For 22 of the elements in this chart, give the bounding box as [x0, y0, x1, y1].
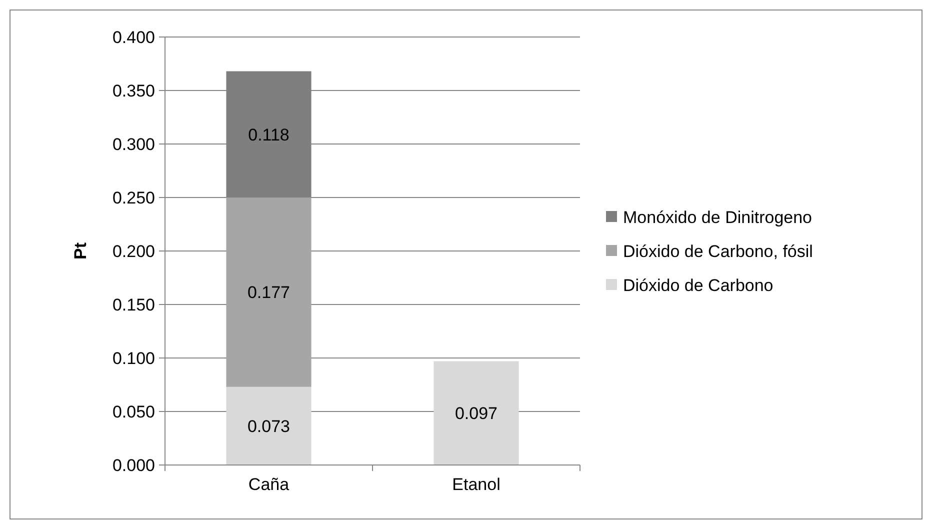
legend-label: Dióxido de Carbono, fósil	[623, 242, 813, 261]
data-label: 0.177	[247, 283, 290, 302]
y-tick-label: 0.300	[112, 134, 155, 154]
y-tick-label: 0.100	[112, 348, 155, 368]
bar	[226, 198, 312, 387]
data-label: 0.118	[248, 125, 290, 144]
y-tick-label: 0.050	[112, 402, 155, 422]
legend-label: Monóxido de Dinitrogeno	[623, 208, 812, 227]
bar	[226, 386, 312, 465]
data-label: 0.097	[454, 404, 498, 424]
data-label: 0.073	[247, 416, 290, 436]
legend-label: Dióxido de Carbono	[623, 276, 774, 295]
x-tick-label: Etanol	[452, 475, 500, 494]
y-tick-label: 0.150	[112, 295, 155, 314]
x-tick-label: Caña	[248, 475, 290, 494]
y-tick-label: 0.000	[112, 456, 155, 475]
y-tick-label: 0.200	[112, 242, 155, 261]
y-tick-label: 0.250	[112, 188, 155, 208]
y-tick-label: 0.350	[112, 81, 155, 100]
y-axis-title: Pt	[70, 242, 90, 260]
y-tick-label: 0.400	[112, 28, 155, 47]
bar	[434, 361, 519, 465]
